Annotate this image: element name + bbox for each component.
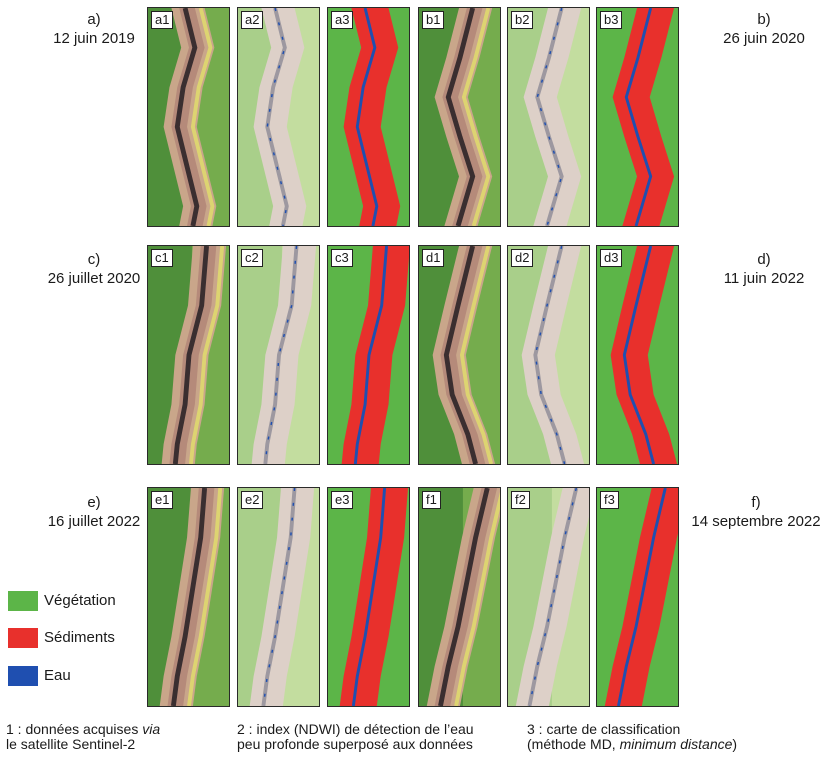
- panel-f1: f1: [418, 487, 501, 707]
- panel-label: f2: [511, 491, 530, 509]
- panel-a3: a3: [327, 7, 410, 227]
- panel-label: d3: [600, 249, 623, 267]
- date-letter: d): [757, 251, 771, 268]
- date-letter: f): [751, 494, 761, 511]
- date-letter: a): [87, 11, 101, 28]
- date-label-d: d) 11 juin 2022: [684, 250, 838, 288]
- date-letter: e): [87, 494, 101, 511]
- date-label-c: c) 26 juillet 2020: [14, 250, 174, 288]
- panel-a2: a2: [237, 7, 320, 227]
- panel-b1: b1: [418, 7, 501, 227]
- date-text: 16 juillet 2022: [47, 513, 141, 530]
- date-text: 26 juin 2020: [723, 30, 805, 47]
- caption-line: le satellite Sentinel-2: [6, 736, 136, 752]
- caption-line: (méthode MD, minimum distance): [527, 736, 738, 752]
- legend-label: Végétation: [44, 592, 116, 609]
- legend-swatch-water: [8, 666, 38, 686]
- panel-label: b1: [422, 11, 445, 29]
- panel-c2: c2: [237, 245, 320, 465]
- caption-ndwi: 2 : index (NDWI) de détection de l’eau p…: [237, 722, 474, 752]
- date-label-f: f) 14 septembre 2022: [676, 493, 836, 531]
- panel-label: f3: [600, 491, 619, 509]
- panel-a1: a1: [147, 7, 230, 227]
- caption-line: 2 : index (NDWI) de détection de l’eau: [237, 721, 474, 737]
- panel-label: d2: [511, 249, 534, 267]
- panel-label: c2: [241, 249, 263, 267]
- date-label-e: e) 16 juillet 2022: [14, 493, 174, 531]
- panel-d2: d2: [507, 245, 590, 465]
- panel-label: a1: [151, 11, 174, 29]
- panel-label: a3: [331, 11, 354, 29]
- panel-label: d1: [422, 249, 445, 267]
- panel-e2: e2: [237, 487, 320, 707]
- date-text: 11 juin 2022: [723, 270, 805, 287]
- panel-b3: b3: [596, 7, 679, 227]
- caption-line: 1 : données acquises via: [6, 721, 161, 737]
- panel-f3: f3: [596, 487, 679, 707]
- caption-line: peu profonde superposé aux données: [237, 736, 473, 752]
- caption-rgb: 1 : données acquises via le satellite Se…: [6, 722, 160, 752]
- panel-label: e2: [241, 491, 264, 509]
- panel-label: e3: [331, 491, 354, 509]
- legend-swatch-vegetation: [8, 591, 38, 611]
- panel-label: a2: [241, 11, 264, 29]
- panel-d1: d1: [418, 245, 501, 465]
- panel-label: b3: [600, 11, 623, 29]
- panel-e1: e1: [147, 487, 230, 707]
- date-label-b: b) 26 juin 2020: [684, 10, 838, 48]
- date-letter: c): [87, 251, 101, 268]
- panel-c1: c1: [147, 245, 230, 465]
- date-text: 14 septembre 2022: [691, 513, 821, 530]
- panel-c3: c3: [327, 245, 410, 465]
- panel-label: b2: [511, 11, 534, 29]
- panel-d3: d3: [596, 245, 679, 465]
- caption-classification: 3 : carte de classification (méthode MD,…: [527, 722, 737, 752]
- date-text: 12 juin 2019: [53, 30, 135, 47]
- legend-label: Eau: [44, 667, 71, 684]
- panel-label: c3: [331, 249, 353, 267]
- date-letter: b): [757, 11, 771, 28]
- panel-b2: b2: [507, 7, 590, 227]
- panel-label: e1: [151, 491, 174, 509]
- date-label-a: a) 12 juin 2019: [14, 10, 174, 48]
- legend-swatch-sediments: [8, 628, 38, 648]
- panel-label: f1: [422, 491, 441, 509]
- panel-e3: e3: [327, 487, 410, 707]
- date-text: 26 juillet 2020: [47, 270, 141, 287]
- panel-label: c1: [151, 249, 173, 267]
- panel-f2: f2: [507, 487, 590, 707]
- legend-label: Sédiments: [44, 629, 115, 646]
- caption-line: 3 : carte de classification: [527, 721, 681, 737]
